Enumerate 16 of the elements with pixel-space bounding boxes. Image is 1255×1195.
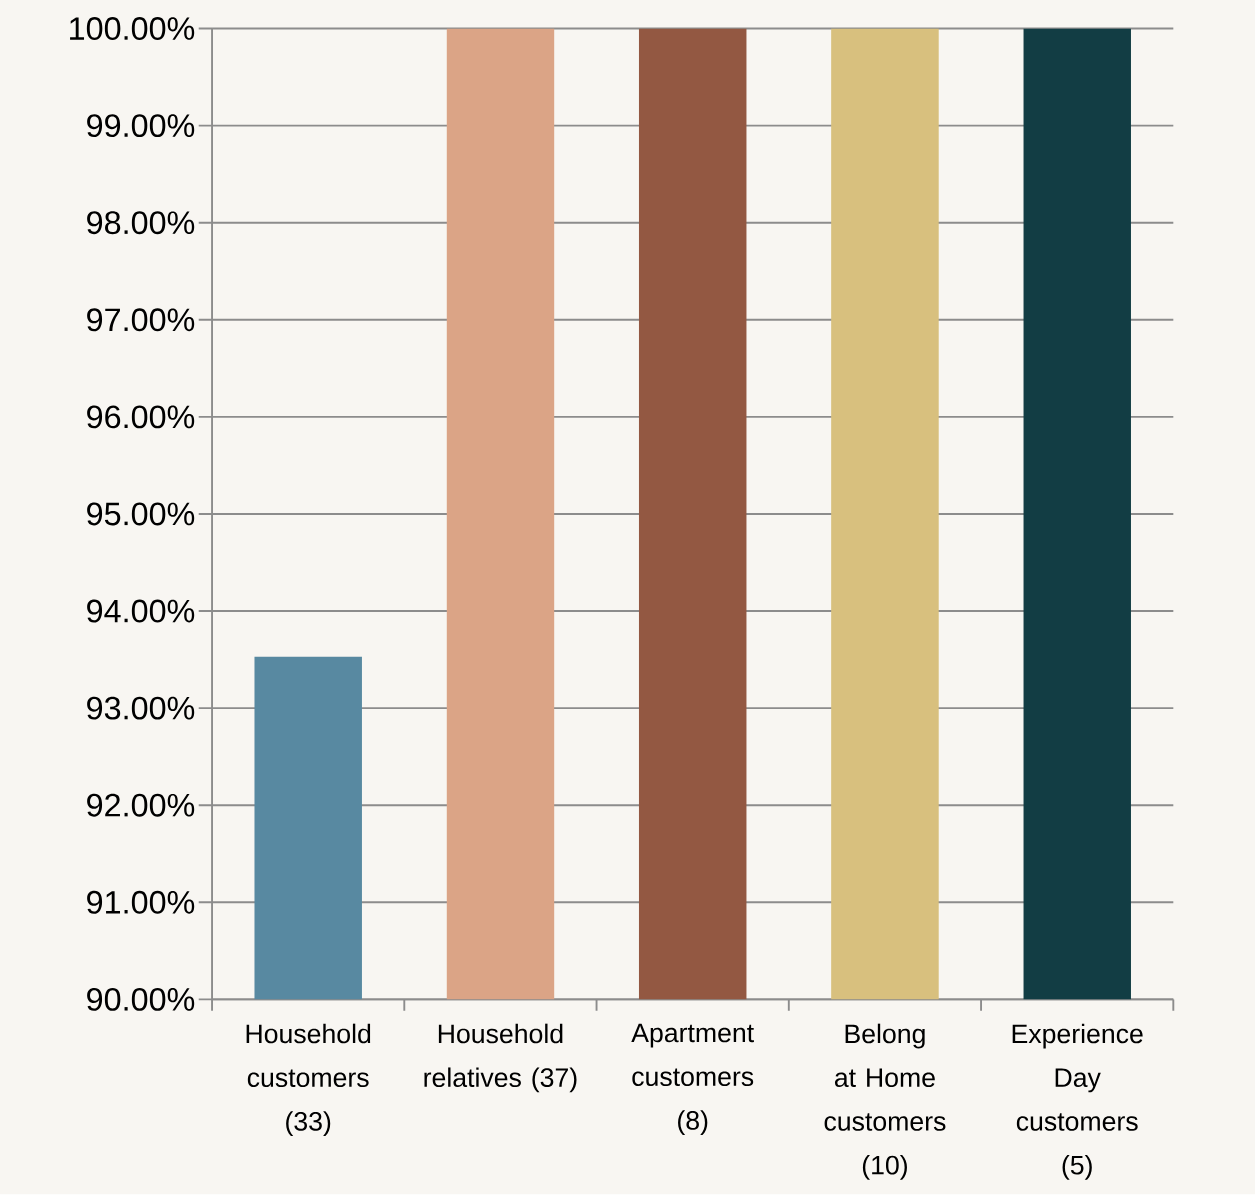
y-tick-label: 100.00%: [70, 17, 195, 41]
x-tick-label: Apartment customers (8): [631, 1023, 754, 1136]
y-tick-label: 91.00%: [87, 891, 195, 914]
x-tick-label: Belong at Home customers (10): [824, 1023, 946, 1181]
y-tick-label: 96.00%: [87, 405, 195, 429]
y-tick-label: 95.00%: [87, 502, 195, 526]
x-tick-label: Experience Day customers (5): [1012, 1023, 1143, 1181]
y-tick-label: 94.00%: [87, 599, 195, 623]
y-tick-label: 90.00%: [87, 988, 195, 1012]
y-tick-label: 92.00%: [87, 794, 195, 817]
y-tick-label: 99.00%: [87, 114, 195, 138]
y-tick-label: 98.00%: [87, 211, 195, 235]
x-tick-label: Household relatives (37): [424, 1023, 577, 1093]
y-tick-label: 97.00%: [87, 308, 195, 332]
y-tick-label: 93.00%: [87, 696, 195, 720]
x-tick-label: Household customers (33): [246, 1023, 371, 1137]
